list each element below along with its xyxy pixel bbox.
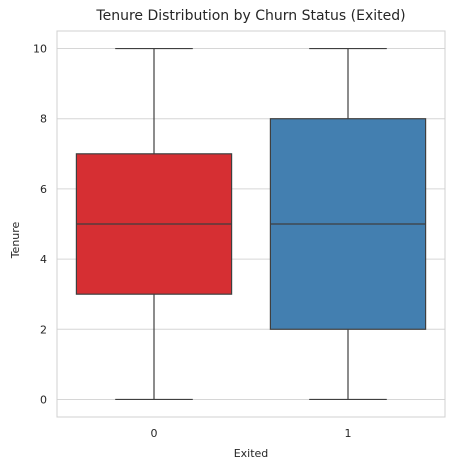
box-group-1: [269, 47, 427, 401]
y-tick-label: 8: [40, 113, 47, 126]
x-axis-label: Exited: [234, 447, 269, 460]
box-layer: [75, 47, 427, 401]
chart-title: Tenure Distribution by Churn Status (Exi…: [95, 8, 405, 24]
y-tick-label: 10: [33, 43, 47, 56]
y-tick-label: 4: [40, 253, 47, 266]
box-group-0: [75, 47, 233, 401]
x-tick-label: 1: [345, 427, 352, 440]
tick-layer: 0 2 4 6 8 10 0 1: [33, 43, 352, 440]
y-tick-label: 0: [40, 393, 47, 406]
y-tick-label: 2: [40, 323, 47, 336]
y-axis-label: Tenure: [9, 221, 22, 259]
x-tick-label: 0: [151, 427, 158, 440]
y-tick-label: 6: [40, 183, 47, 196]
plot-frame: [56, 30, 446, 418]
